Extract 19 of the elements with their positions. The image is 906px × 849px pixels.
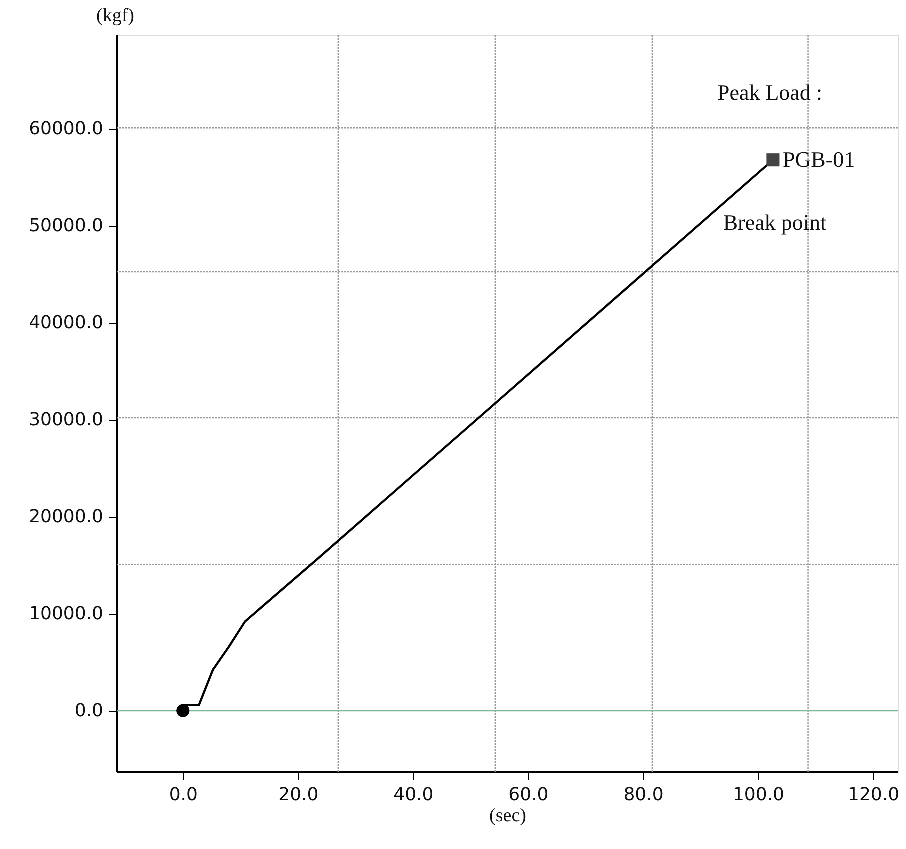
- annotation: PGB-01: [782, 147, 856, 172]
- x-tick-label: 20.0: [278, 784, 319, 806]
- y-tick-label: 10000.0: [29, 603, 104, 624]
- x-tick-label: 80.0: [624, 784, 664, 806]
- annotation: Peak Load :: [717, 80, 823, 105]
- x-tick-label: 0.0: [169, 784, 198, 806]
- y-tick-label: 30000.0: [29, 409, 104, 430]
- y-tick-label: 60000.0: [29, 118, 104, 140]
- annotation: Break point: [723, 210, 827, 235]
- y-tick-label: 0.0: [74, 700, 104, 722]
- x-tick-label: 120.0: [848, 784, 900, 806]
- x-tick-label: 100.0: [732, 784, 785, 806]
- x-tick-label: 40.0: [394, 784, 434, 806]
- x-tick-label: 60.0: [508, 784, 549, 806]
- y-axis-title: (kgf): [96, 6, 134, 26]
- y-tick-label: 20000.0: [29, 506, 104, 528]
- y-tick-label: 50000.0: [29, 216, 104, 237]
- y-tick-label: 40000.0: [29, 312, 104, 334]
- x-axis-title: (sec): [490, 806, 526, 826]
